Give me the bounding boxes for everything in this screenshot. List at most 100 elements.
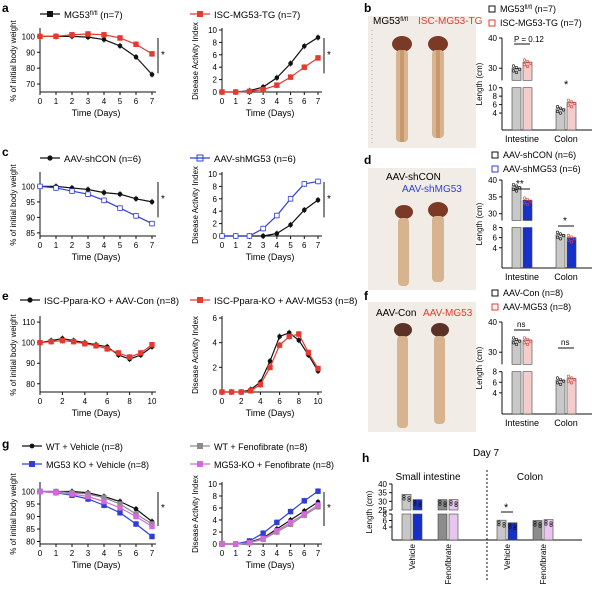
data-point: [276, 342, 283, 348]
legend-c: AAV-shCON (n=6) AAV-shMG53 (n=6): [40, 154, 296, 165]
data-point: [149, 51, 155, 57]
data-dot: [569, 240, 574, 244]
data-dot: [561, 108, 566, 112]
data-dot: [511, 64, 516, 68]
significance-star: **: [516, 179, 524, 190]
data-point: [101, 37, 107, 42]
data-point: [288, 222, 293, 228]
x-tick-label: 7: [316, 241, 321, 250]
x-tick-label: 0: [38, 549, 43, 558]
legend-marker-b-2: [488, 19, 496, 27]
data-dot: [572, 377, 577, 382]
data-point: [315, 488, 321, 494]
data-point: [85, 187, 91, 192]
legend-label-wt-veh: WT + Vehicle (n=8): [46, 442, 123, 452]
x-tick-label: 0: [220, 549, 225, 558]
data-point: [133, 196, 139, 202]
legend-label-f-2: AAV-MG53 (n=8): [503, 302, 571, 312]
data-point: [117, 191, 123, 197]
y-axis-label: % of initial body weight: [9, 164, 18, 246]
bar: [511, 67, 522, 81]
series-line-red: [222, 57, 319, 93]
x-tick-label: 4: [275, 241, 280, 250]
data-dot: [497, 523, 501, 527]
x-tick-label: 4: [102, 241, 107, 250]
legend-marker-ppara-mg53: [197, 297, 203, 303]
bar-lower-fill: [522, 87, 533, 131]
y-tick-label: 4: [213, 63, 218, 72]
y-tick-label: 10: [208, 26, 217, 35]
data-point: [126, 354, 133, 360]
series-line-black: [222, 501, 319, 545]
legend-marker-shmg53: [196, 154, 204, 162]
y-tick-label: 35: [378, 489, 387, 498]
data-point: [301, 181, 307, 187]
significance-star: *: [161, 50, 165, 61]
y-tick-label: 30: [488, 348, 497, 357]
y-tick-label: 8: [493, 224, 498, 233]
data-dot: [549, 523, 553, 527]
data-dot: [572, 101, 577, 106]
data-point: [85, 31, 91, 37]
y-tick-label: 8: [383, 510, 388, 519]
bar: [566, 237, 577, 269]
x-tick-label: 5: [118, 549, 123, 558]
data-point: [48, 338, 54, 345]
x-tick-label: 5: [288, 549, 293, 558]
legend-label-wt-feno: WT + Fenofibrate (n=8): [214, 442, 307, 452]
x-axis-label: Time (Days): [246, 252, 295, 262]
data-point: [301, 43, 307, 49]
intestine-specimen-b-1: [392, 36, 412, 142]
data-point: [233, 541, 239, 547]
data-point: [287, 508, 294, 515]
data-point: [287, 74, 294, 80]
bar: [412, 499, 423, 511]
legend-marker-b-1: [488, 5, 496, 13]
x-tick-label: 5: [118, 97, 123, 106]
h-group-colon: Colon: [517, 472, 543, 483]
data-dot: [555, 230, 560, 235]
data-point: [219, 541, 225, 547]
x-tick-label: 1: [54, 549, 59, 558]
data-point: [274, 82, 280, 88]
data-point: [53, 490, 59, 496]
photo-f-label-mg53: AAV-MG53: [423, 308, 473, 319]
x-tick-label: 6: [134, 97, 139, 106]
data-point: [149, 72, 155, 77]
data-dot: [558, 382, 563, 386]
photo-d-label-shmg53: AAV-shMG53: [402, 184, 462, 195]
bar: [566, 378, 577, 415]
bar: [522, 61, 533, 81]
panel-letter-e: e: [2, 289, 9, 303]
y-tick-label: 6: [493, 101, 498, 110]
x-tick-label: 4: [83, 397, 88, 406]
bar-lower-fill: [511, 227, 522, 269]
data-dot: [525, 337, 530, 342]
data-dot: [566, 374, 571, 378]
legend-marker-d-2: [491, 165, 499, 173]
data-point: [260, 86, 266, 93]
x-category-label: Intestine: [505, 418, 539, 428]
x-tick-label: 2: [247, 97, 252, 106]
data-dot: [528, 339, 533, 343]
data-point: [260, 530, 266, 536]
x-tick-label: 0: [38, 241, 43, 250]
bar-lower-fill: [412, 513, 423, 541]
x-tick-label: 1: [233, 97, 238, 106]
bar: [401, 494, 412, 511]
bar-lower-fill: [522, 371, 533, 415]
panel-letter-b: b: [364, 1, 371, 15]
x-tick-label: 3: [86, 241, 91, 250]
data-dot: [522, 63, 527, 67]
y-axis-label: Length (cm): [365, 490, 374, 533]
y-tick-label: 4: [493, 109, 498, 118]
data-point: [117, 510, 123, 516]
bar-lower-fill: [511, 371, 522, 415]
data-point: [117, 505, 123, 511]
photo-f: AAV-Con AAV-MG53: [368, 302, 476, 432]
bar-lower-fill: [511, 87, 522, 131]
y-tick-label: 80: [26, 64, 35, 73]
data-dot: [511, 69, 516, 73]
